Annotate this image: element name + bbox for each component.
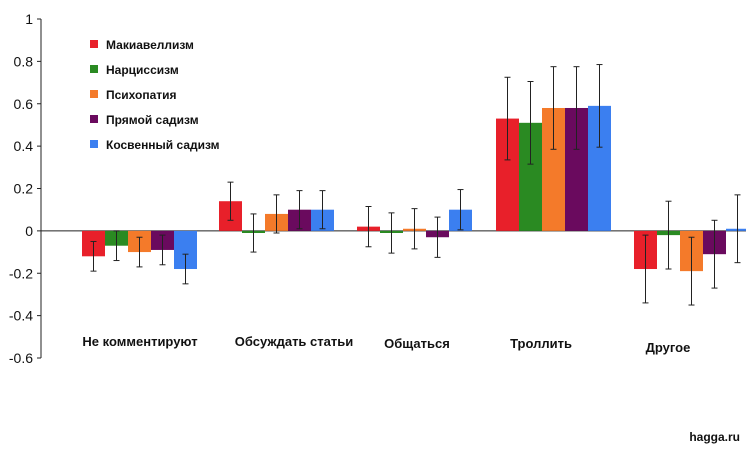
bar [542, 107, 565, 231]
y-tick-label: 0.6 [14, 96, 34, 112]
legend-label: Психопатия [106, 88, 177, 102]
category-label: Общаться [384, 336, 450, 351]
legend-swatch [90, 115, 98, 123]
bar [496, 118, 519, 231]
y-axis: 1 0.8 0.6 0.4 0.2 0 -0.2 -0.4 -0.6 [9, 11, 746, 366]
bar [588, 105, 611, 231]
y-tick-label: -0.2 [9, 265, 33, 281]
y-tick-label: 0.2 [14, 181, 34, 197]
bar [519, 122, 542, 231]
legend-swatch [90, 65, 98, 73]
category-label: Обсуждать статьи [235, 334, 353, 349]
bar [174, 230, 197, 270]
category-label: Не комментируют [82, 334, 197, 349]
legend-swatch [90, 90, 98, 98]
legend-swatch [90, 140, 98, 148]
y-tick-label: -0.6 [9, 350, 33, 366]
bars [82, 64, 746, 306]
bar [726, 228, 746, 231]
category-label: Другое [646, 340, 691, 355]
legend-label: Косвенный садизм [106, 138, 220, 152]
legend-swatch [90, 40, 98, 48]
y-tick-label: 0.4 [14, 138, 34, 154]
y-tick-label: -0.4 [9, 308, 33, 324]
category-label: Троллить [510, 336, 572, 351]
y-tick-label: 0.8 [14, 53, 34, 69]
legend-label: Прямой садизм [106, 113, 199, 127]
y-tick-label: 0 [25, 223, 33, 239]
bar [565, 107, 588, 231]
category-labels: Не комментируют Обсуждать статьи Общаться Т… [82, 334, 690, 355]
watermark: hagga.ru [689, 430, 740, 444]
legend: Макиавеллизм Нарциссизм Психопатия Прямой с… [90, 38, 220, 152]
y-tick-label: 1 [25, 11, 33, 27]
legend-label: Нарциссизм [106, 63, 179, 77]
legend-label: Макиавеллизм [106, 38, 194, 52]
